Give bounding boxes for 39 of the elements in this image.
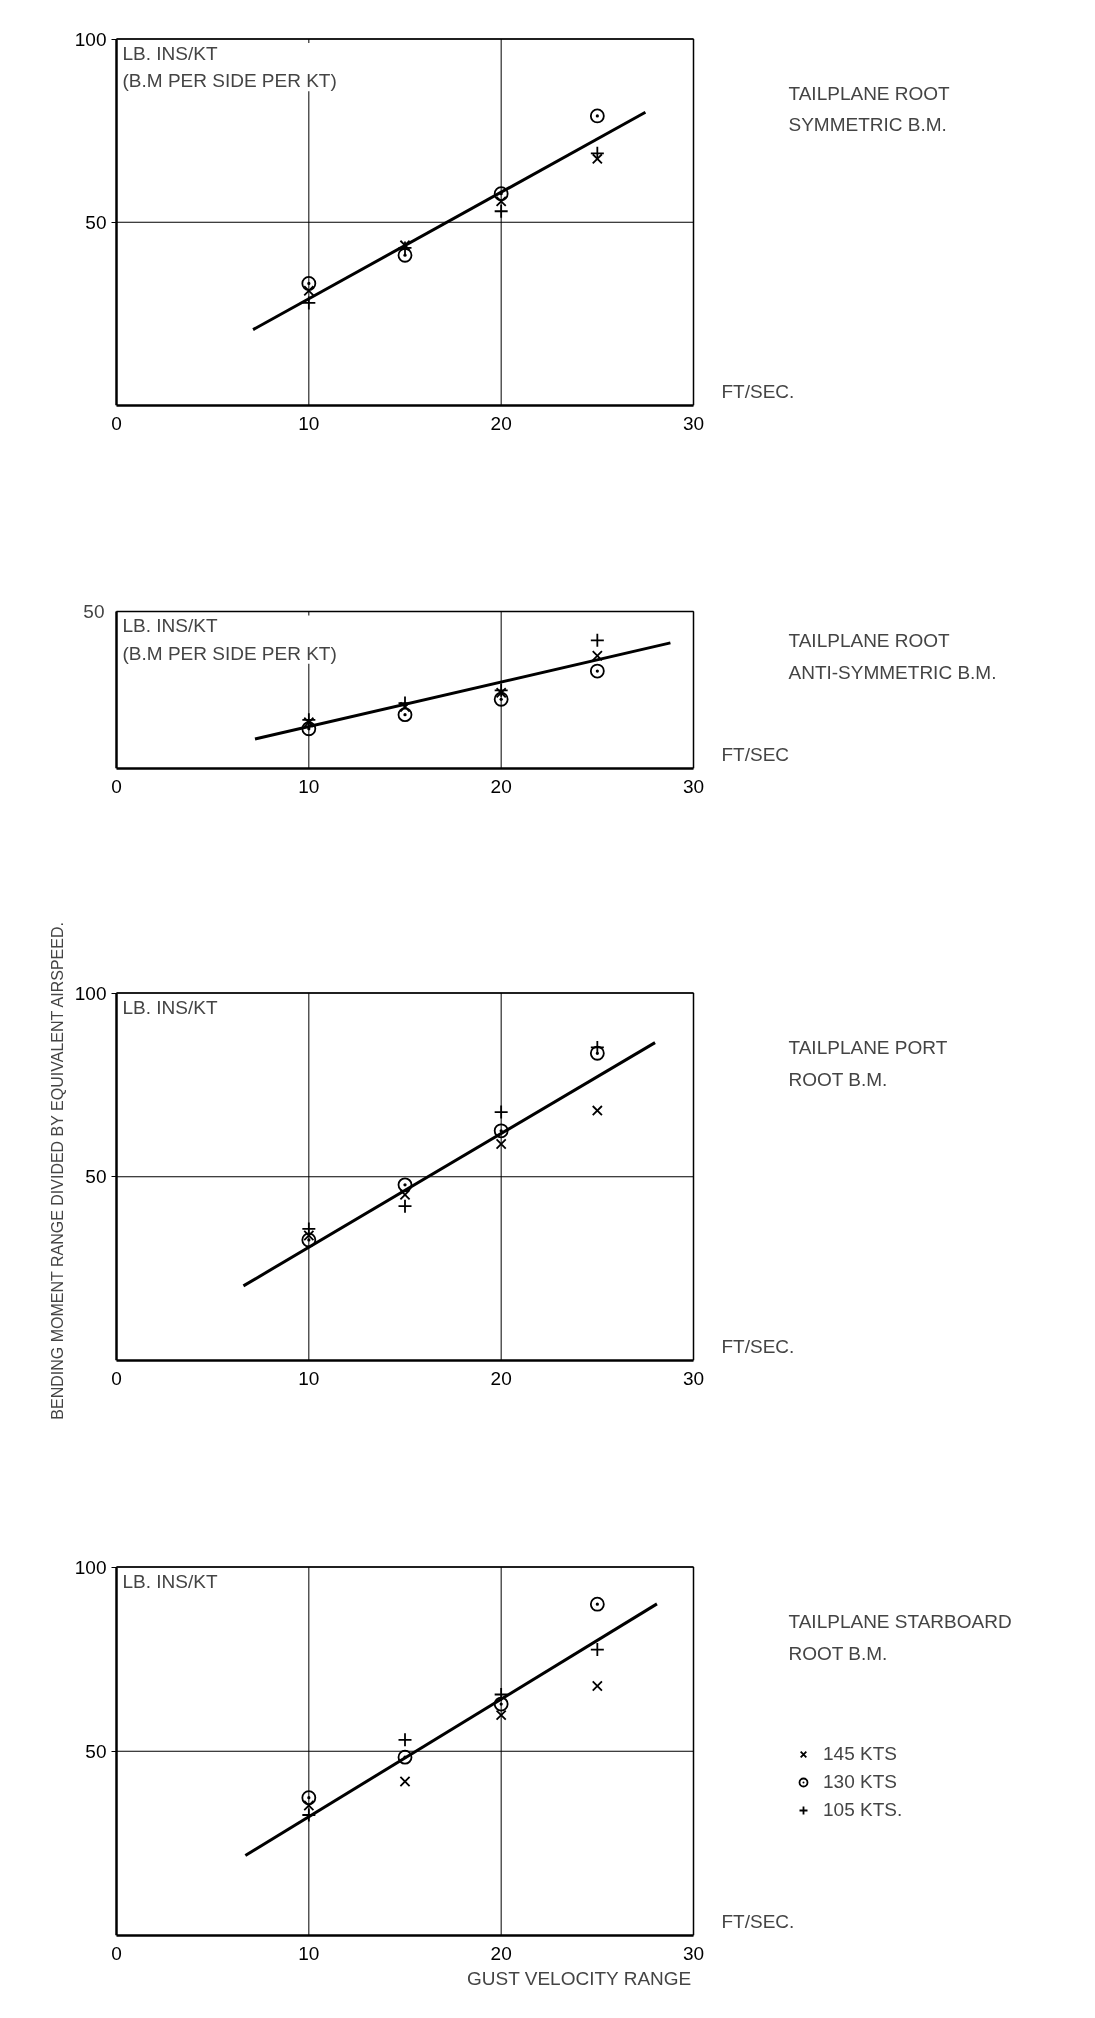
- legend-label: 145 KTS: [823, 1743, 897, 1765]
- y-tick-label: 100: [74, 982, 107, 1004]
- text: TAILPLANE STARBOARD ROOT B.M.: [788, 1611, 1012, 1664]
- x-tick-label: 0: [111, 412, 122, 434]
- y-tick-label: 100: [74, 1556, 107, 1578]
- x-tick-label: 10: [298, 1367, 320, 1389]
- text: FT/SEC.: [721, 1910, 795, 1932]
- legend-label: 105 KTS.: [823, 1799, 903, 1821]
- x-tick-label: 10: [298, 412, 320, 434]
- x-tick-label: 20: [490, 1367, 512, 1389]
- annotation: LB. INS/KT (B.M PER SIDE PER KT): [122, 43, 337, 92]
- x-tick-label: 10: [298, 775, 320, 797]
- x-tick-label: 30: [682, 1942, 705, 1964]
- x-tick-label: 20: [490, 412, 512, 434]
- x-tick-label: 30: [682, 775, 705, 797]
- y-tick-label: 100: [74, 28, 107, 50]
- y-axis-title: BENDING MOMENT RANGE DIVIDED BY EQUIVALENT AIRSPEED.: [48, 922, 66, 1420]
- text: TAILPLANE PORT ROOT B.M.: [788, 1037, 948, 1090]
- y-tick-label: 50: [85, 1740, 107, 1762]
- x-tick-label: 30: [682, 1367, 705, 1389]
- x-tick-label: 30: [682, 412, 705, 434]
- text: FT/SEC.: [721, 380, 795, 402]
- y-tick-label: 50: [85, 1166, 107, 1188]
- x-tick-label: 10: [298, 1942, 320, 1964]
- annotation: LB. INS/KT: [122, 997, 218, 1018]
- annotation: LB. INS/KT (B.M PER SIDE PER KT): [122, 615, 337, 664]
- x-tick-label: 0: [111, 1942, 122, 1964]
- x-tick-label: 0: [111, 775, 122, 797]
- x-tick-label: 20: [490, 1942, 512, 1964]
- x-axis-title: GUST VELOCITY RANGE: [467, 1967, 692, 1989]
- text: TAILPLANE ROOT ANTI-SYMMETRIC B.M.: [788, 630, 997, 683]
- annotation: LB. INS/KT: [122, 1571, 218, 1593]
- x-tick-label: 0: [111, 1367, 122, 1389]
- text: FT/SEC.: [721, 1335, 795, 1357]
- text: FT/SEC: [721, 743, 790, 765]
- x-tick-label: 20: [490, 775, 512, 797]
- y-tick-label: 50: [85, 211, 107, 233]
- text: TAILPLANE ROOT SYMMETRIC B.M.: [788, 82, 951, 136]
- legend-label: 130 KTS: [823, 1771, 897, 1793]
